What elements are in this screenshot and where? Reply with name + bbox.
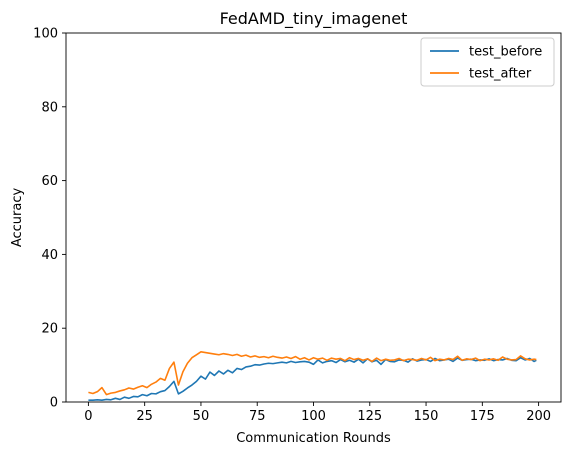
x-tick-label: 125 [357, 409, 382, 424]
y-tick-label: 100 [33, 27, 58, 42]
x-tick-label: 150 [414, 409, 439, 424]
legend-label: test_after [469, 67, 532, 82]
x-tick-label: 75 [249, 409, 266, 424]
legend-box [420, 37, 555, 87]
plot-area [66, 33, 561, 402]
y-tick-label: 0 [50, 396, 58, 411]
x-tick-label: 175 [470, 409, 495, 424]
x-tick-label: 25 [136, 409, 153, 424]
x-tick-label: 0 [84, 409, 92, 424]
x-tick-label: 50 [193, 409, 210, 424]
y-tick-label: 80 [41, 100, 58, 115]
x-tick-label: 200 [526, 409, 551, 424]
x-tick-label: 100 [301, 409, 326, 424]
x-axis-ticks: 0 25 50 75 100 125 150 175 200 [84, 402, 551, 424]
y-tick-label: 60 [41, 174, 58, 189]
y-axis-title: Accuracy [10, 188, 25, 248]
y-tick-label: 20 [41, 322, 58, 337]
y-axis-ticks: 0 20 40 60 80 100 [33, 27, 66, 411]
x-axis-title: Communication Rounds [236, 431, 391, 446]
series-layer [88, 351, 537, 401]
y-tick-label: 40 [41, 248, 58, 263]
legend: test_before test_after [420, 37, 555, 87]
series-line-test-after [88, 351, 537, 396]
chart-title: FedAMD_tiny_imagenet [220, 9, 408, 29]
legend-label: test_before [469, 45, 542, 60]
